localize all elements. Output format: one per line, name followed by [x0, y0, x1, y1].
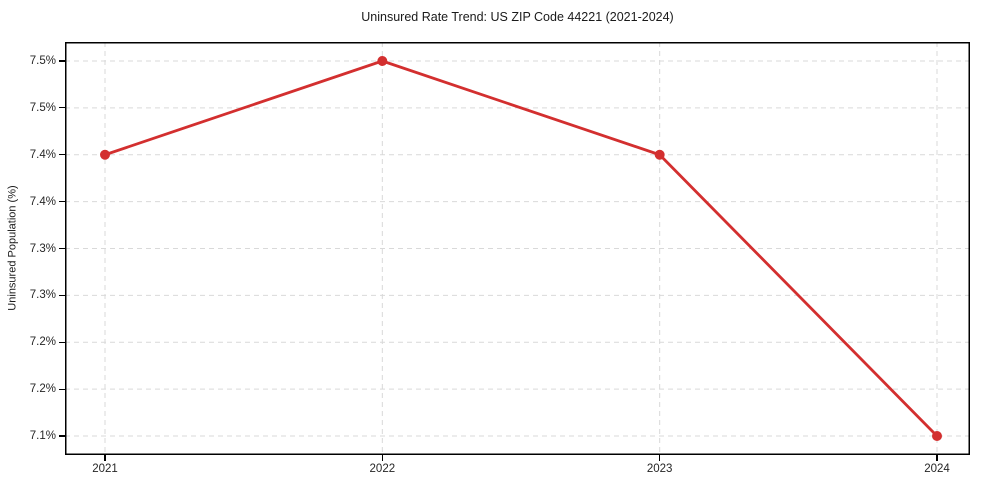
- data-point-marker: [932, 431, 942, 441]
- y-tick-mark: [59, 341, 65, 343]
- chart-title: Uninsured Rate Trend: US ZIP Code 44221 …: [361, 10, 674, 24]
- x-tick-mark: [936, 455, 938, 461]
- data-point-marker: [100, 149, 110, 160]
- y-tick-label: 7.4%: [29, 195, 56, 208]
- x-tick-label: 2022: [369, 463, 396, 475]
- y-tick-label: 7.3%: [29, 289, 56, 302]
- y-tick-mark: [59, 60, 65, 62]
- y-tick-mark: [59, 388, 65, 390]
- data-point-marker: [377, 56, 388, 66]
- x-tick-mark: [659, 455, 661, 461]
- x-tick-label: 2023: [646, 463, 673, 475]
- y-tick-label: 7.5%: [29, 101, 56, 114]
- y-tick-mark: [59, 294, 65, 296]
- y-tick-label: 7.2%: [29, 383, 56, 396]
- y-tick-mark: [59, 201, 65, 203]
- x-tick-label: 2021: [92, 463, 118, 475]
- y-tick-label: 7.2%: [29, 336, 56, 349]
- y-tick-label: 7.4%: [29, 148, 56, 161]
- plot-area: [65, 42, 970, 455]
- y-tick-label: 7.5%: [29, 55, 56, 67]
- y-tick-mark: [59, 435, 65, 437]
- line-chart-svg: [65, 42, 970, 455]
- y-tick-mark: [59, 247, 65, 250]
- y-tick-mark: [59, 107, 65, 109]
- data-point-marker: [654, 149, 665, 160]
- y-tick-label: 7.1%: [29, 430, 56, 442]
- x-tick-mark: [104, 455, 106, 461]
- plot-border: [65, 42, 970, 455]
- trend-line: [103, 59, 939, 438]
- y-tick-mark: [59, 154, 65, 156]
- x-tick-label: 2024: [924, 463, 950, 475]
- y-tick-label: 7.3%: [29, 242, 56, 255]
- x-tick-mark: [381, 455, 383, 461]
